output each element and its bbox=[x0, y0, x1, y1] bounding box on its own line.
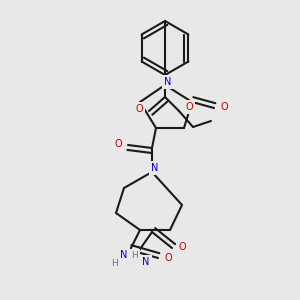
Text: H: H bbox=[132, 251, 138, 260]
Text: O: O bbox=[135, 104, 143, 114]
Text: O: O bbox=[178, 242, 186, 252]
Text: H: H bbox=[111, 259, 117, 268]
Text: N: N bbox=[142, 257, 150, 267]
Text: N: N bbox=[164, 77, 172, 87]
Text: O: O bbox=[114, 139, 122, 149]
Text: O: O bbox=[220, 102, 228, 112]
Text: N: N bbox=[120, 250, 128, 260]
Text: O: O bbox=[164, 253, 172, 263]
Text: N: N bbox=[151, 163, 159, 173]
Text: O: O bbox=[185, 102, 193, 112]
